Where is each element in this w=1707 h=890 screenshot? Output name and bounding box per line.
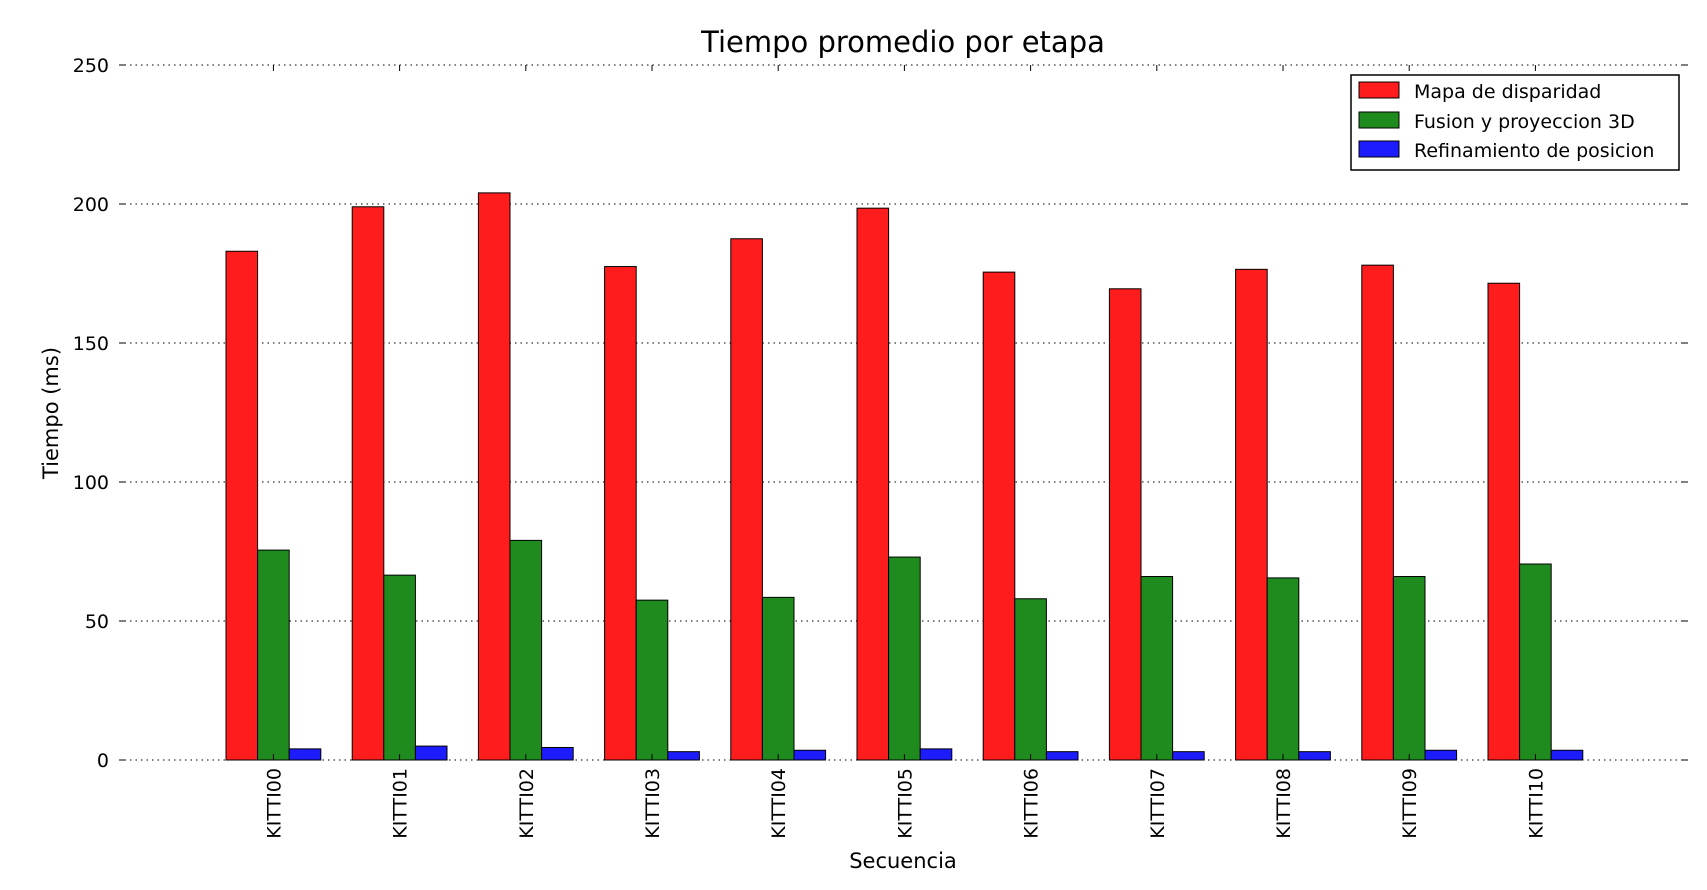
- legend-label-mapa-de-disparidad: Mapa de disparidad: [1414, 81, 1601, 103]
- bars: [225, 192, 1584, 761]
- x-tick-label: KITTI05: [894, 768, 916, 839]
- x-tick-label: KITTI02: [516, 768, 538, 839]
- y-tick-label: 100: [73, 472, 109, 494]
- bar-mapa-de-disparidad-kitti06: [982, 271, 1016, 761]
- bar-fusion-y-proyeccion-3d-kitti08: [1266, 577, 1300, 761]
- bar-fusion-y-proyeccion-3d-kitti05: [888, 556, 921, 761]
- bar-mapa-de-disparidad-kitti07: [1108, 288, 1142, 761]
- bar-fusion-y-proyeccion-3d-kitti03: [635, 599, 669, 761]
- bar-refinamiento-de-posicion-kitti04: [793, 749, 827, 761]
- bar-mapa-de-disparidad-kitti08: [1235, 268, 1268, 761]
- legend-swatch-mapa-de-disparidad: [1358, 81, 1400, 99]
- x-tick-label: KITTI07: [1147, 768, 1169, 839]
- x-tick-label: KITTI00: [263, 768, 285, 839]
- bar-refinamiento-de-posicion-kitti06: [1045, 751, 1079, 761]
- bar-refinamiento-de-posicion-kitti00: [288, 748, 322, 761]
- legend-label-refinamiento-de-posicion: Refinamiento de posicion: [1414, 140, 1654, 162]
- y-tick-label: 0: [97, 750, 109, 772]
- x-tick-label: KITTI09: [1399, 768, 1421, 839]
- bar-mapa-de-disparidad-kitti01: [351, 206, 385, 761]
- x-tick-label: KITTI08: [1273, 768, 1295, 839]
- bar-refinamiento-de-posicion-kitti10: [1550, 749, 1584, 761]
- y-tick-label: 150: [73, 333, 109, 355]
- x-tick-label: KITTI01: [390, 768, 412, 839]
- y-axis-label: Tiempo (ms): [39, 347, 63, 480]
- bar-refinamiento-de-posicion-kitti01: [414, 745, 448, 761]
- bar-fusion-y-proyeccion-3d-kitti10: [1519, 563, 1552, 761]
- legend-frame: [1350, 74, 1680, 171]
- chart-title: Tiempo promedio por etapa: [700, 25, 1105, 59]
- y-tick-label: 250: [73, 55, 109, 77]
- bar-mapa-de-disparidad-kitti02: [477, 192, 511, 761]
- bar-fusion-y-proyeccion-3d-kitti04: [761, 596, 795, 761]
- bar-fusion-y-proyeccion-3d-kitti07: [1140, 576, 1174, 761]
- bar-refinamiento-de-posicion-kitti08: [1298, 751, 1331, 761]
- bar-refinamiento-de-posicion-kitti09: [1424, 749, 1458, 761]
- bar-fusion-y-proyeccion-3d-kitti02: [509, 539, 543, 761]
- bar-fusion-y-proyeccion-3d-kitti09: [1392, 576, 1426, 761]
- x-axis-label: Secuencia: [849, 849, 957, 873]
- bar-fusion-y-proyeccion-3d-kitti00: [257, 549, 290, 761]
- bar-refinamiento-de-posicion-kitti02: [541, 746, 574, 761]
- y-tick-label: 200: [73, 194, 109, 216]
- bar-mapa-de-disparidad-kitti10: [1487, 282, 1521, 761]
- legend-swatch-refinamiento-de-posicion: [1358, 140, 1400, 158]
- bar-mapa-de-disparidad-kitti05: [856, 207, 890, 761]
- bar-fusion-y-proyeccion-3d-kitti06: [1014, 598, 1047, 761]
- bar-mapa-de-disparidad-kitti00: [225, 250, 259, 761]
- legend: Mapa de disparidad Fusion y proyeccion 3…: [1350, 74, 1680, 171]
- y-tick-label: 50: [85, 611, 109, 633]
- bar-mapa-de-disparidad-kitti09: [1361, 264, 1394, 761]
- x-tick-label: KITTI03: [642, 768, 664, 839]
- bar-refinamiento-de-posicion-kitti03: [667, 751, 700, 761]
- bar-fusion-y-proyeccion-3d-kitti01: [383, 574, 416, 761]
- legend-swatch-fusion-y-proyeccion-3d: [1358, 111, 1400, 129]
- ticks: 0 50 100 150 200 250 KITTI00 KITTI01 KITTI02 KITT…: [73, 55, 1688, 839]
- x-tick-label: KITTI10: [1525, 768, 1547, 839]
- legend-label-fusion-y-proyeccion-3d: Fusion y proyeccion 3D: [1414, 111, 1635, 133]
- bar-refinamiento-de-posicion-kitti05: [919, 748, 953, 761]
- bar-mapa-de-disparidad-kitti03: [604, 266, 637, 761]
- bar-mapa-de-disparidad-kitti04: [730, 238, 763, 761]
- bar-refinamiento-de-posicion-kitti07: [1172, 751, 1205, 761]
- x-tick-label: KITTI06: [1021, 768, 1043, 839]
- x-tick-label: KITTI04: [768, 768, 790, 839]
